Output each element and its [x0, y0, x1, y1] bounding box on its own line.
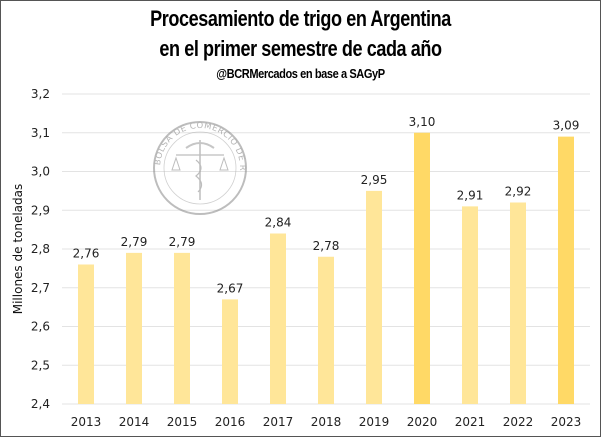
x-tick-label: 2013 — [71, 415, 102, 429]
data-label-2013: 2,76 — [73, 247, 100, 261]
y-tick-label: 2,4 — [31, 397, 50, 411]
data-label-2017: 2,84 — [265, 216, 292, 230]
x-tick-label: 2014 — [119, 415, 150, 429]
x-tick-label: 2017 — [263, 415, 294, 429]
data-label-2018: 2,78 — [313, 239, 340, 253]
y-tick-label: 2,8 — [31, 242, 50, 256]
y-axis-ticks: 2,4 2,5 2,6 2,7 2,8 2,9 3,0 3,1 3,2 — [31, 87, 50, 411]
bar-2021 — [462, 206, 478, 404]
data-label-2016: 2,67 — [217, 281, 244, 295]
x-tick-label: 2015 — [167, 415, 198, 429]
x-axis-ticks: 2013 2014 2015 2016 2017 2018 2019 2020 2021 2022… — [71, 415, 582, 429]
bcr-logo-watermark: BOLSA DE COMERCIO DE ROSARIO — [0, 0, 247, 215]
bar-2015 — [174, 252, 190, 404]
chart-title: Procesamiento de trigo en Argentina — [150, 6, 451, 31]
y-tick-label: 2,7 — [31, 281, 50, 295]
bar-2019 — [366, 190, 382, 404]
data-label-2019: 2,95 — [361, 173, 388, 187]
x-tick-label: 2016 — [215, 415, 246, 429]
y-tick-label: 2,9 — [31, 203, 50, 217]
x-tick-label: 2019 — [359, 415, 390, 429]
bar-2013 — [78, 264, 94, 404]
bars — [78, 132, 574, 404]
data-label-2014: 2,79 — [121, 235, 148, 249]
bar-2016 — [222, 299, 238, 404]
x-tick-label: 2023 — [551, 415, 582, 429]
y-tick-label: 3,2 — [31, 87, 50, 101]
bar-2014 — [126, 252, 142, 404]
data-label-2023: 3,09 — [553, 119, 580, 133]
bar-2017 — [270, 233, 286, 404]
y-axis-label: Millones de toneladas — [11, 184, 25, 315]
bar-2020 — [414, 132, 430, 404]
data-labels: 2,76 2,79 2,79 2,67 2,84 2,78 2,95 3,10 2,91 2,92… — [73, 115, 580, 296]
y-tick-label: 2,5 — [31, 358, 50, 372]
x-tick-label: 2021 — [455, 415, 486, 429]
x-tick-label: 2018 — [311, 415, 342, 429]
chart-subtitle: en el primer semestre de cada año — [159, 36, 442, 61]
bar-2023 — [558, 136, 574, 404]
data-label-2015: 2,79 — [169, 235, 196, 249]
bar-2018 — [318, 256, 334, 404]
y-tick-label: 2,6 — [31, 320, 50, 334]
data-label-2020: 3,10 — [409, 115, 436, 129]
data-label-2021: 2,91 — [457, 188, 484, 202]
data-label-2022: 2,92 — [505, 185, 532, 199]
y-tick-label: 3,0 — [31, 165, 50, 179]
bar-2022 — [510, 202, 526, 404]
y-tick-label: 3,1 — [31, 126, 50, 140]
x-tick-label: 2022 — [503, 415, 534, 429]
x-tick-label: 2020 — [407, 415, 438, 429]
chart-source: @BCRMercados en base a SAGyP — [216, 66, 385, 81]
